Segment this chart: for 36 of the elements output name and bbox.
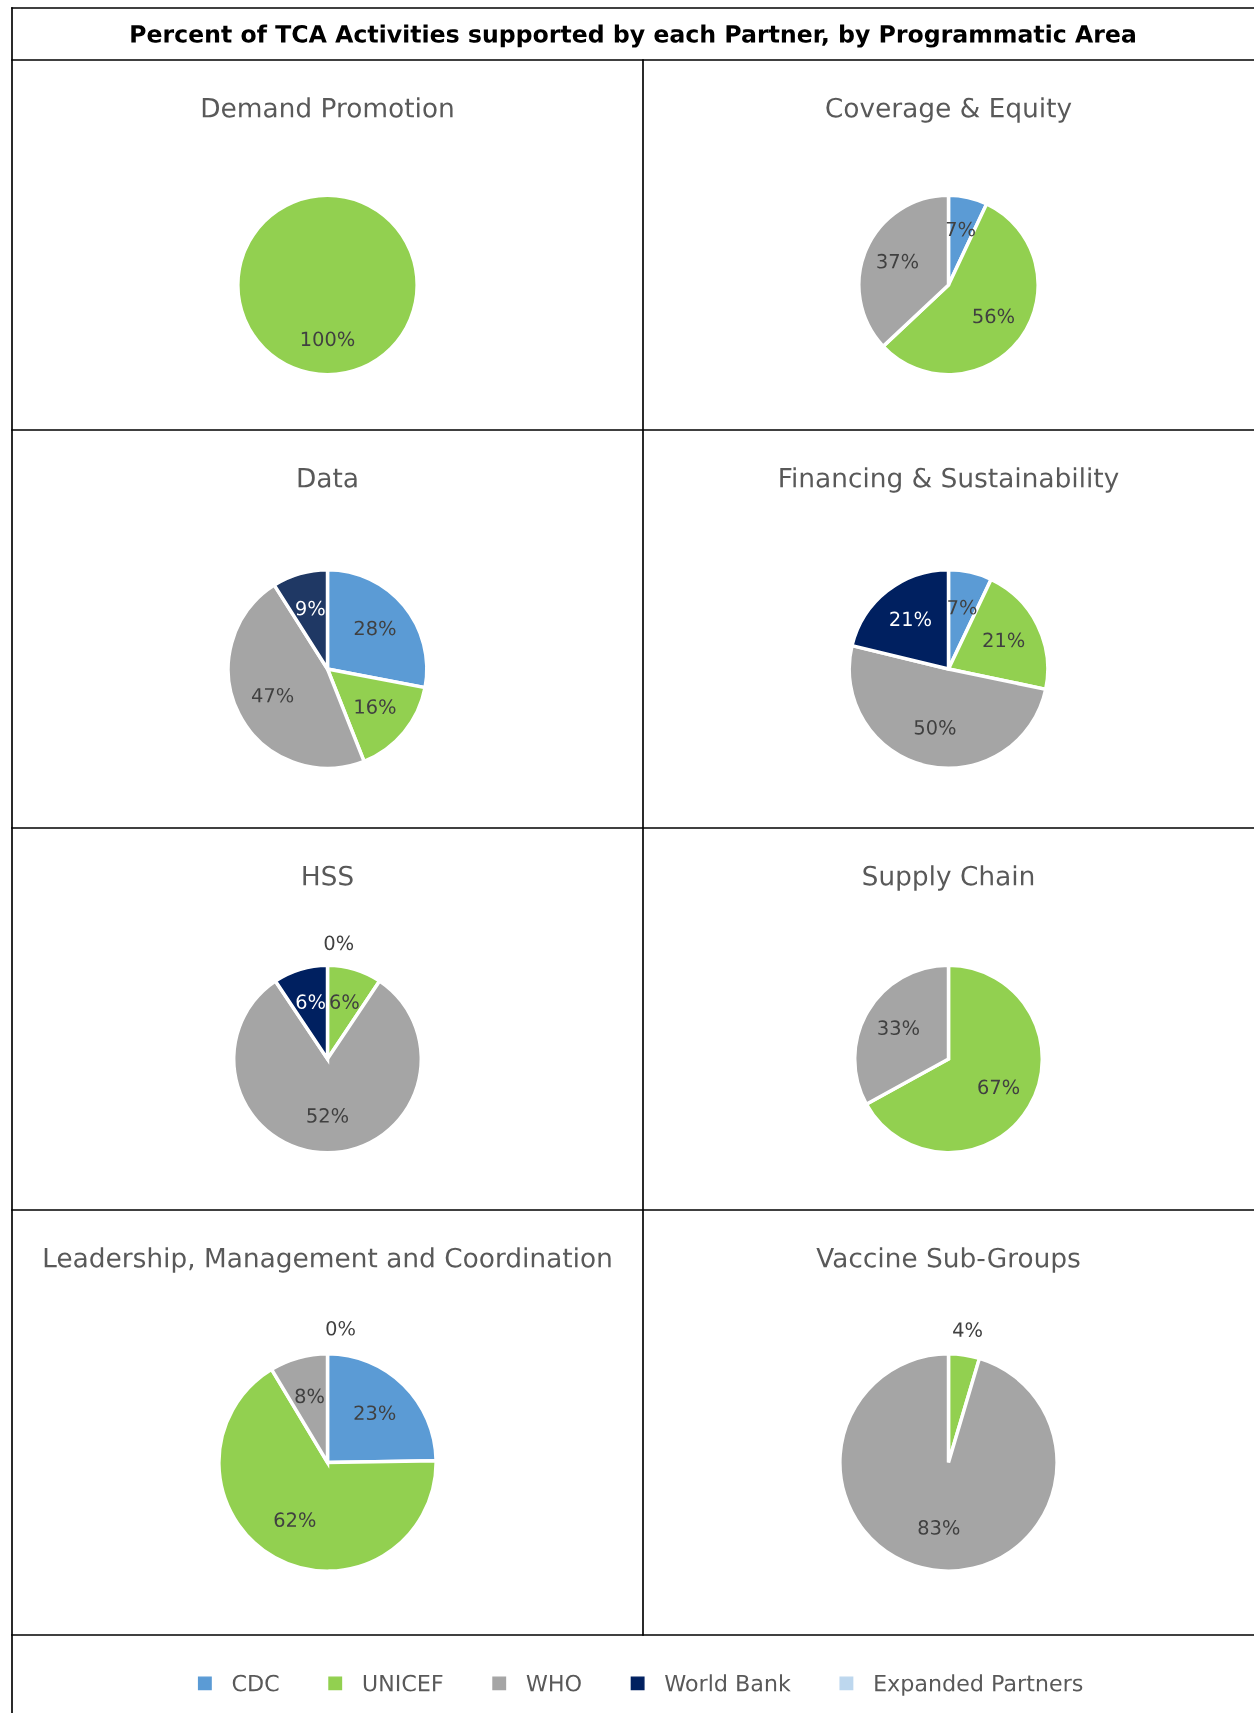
- data-label: 16%: [355, 699, 396, 714]
- legend-label: WHO: [526, 1674, 581, 1692]
- data-label: 21%: [983, 632, 1025, 648]
- data-label: 28%: [354, 620, 396, 636]
- data-label: 21%: [890, 611, 931, 627]
- text: 0%: [326, 1320, 355, 1336]
- chart-title: Leadership, Management and Coordination: [44, 1247, 611, 1273]
- data-label: 37%: [877, 253, 919, 269]
- chart-title: HSS: [303, 865, 353, 886]
- data-label: 83%: [918, 1520, 960, 1535]
- data-label: 33%: [878, 1020, 919, 1036]
- data-label: 4%: [953, 1322, 982, 1337]
- data-label: 56%: [973, 308, 1015, 324]
- legend-label: Expanded Partners: [875, 1674, 1083, 1696]
- data-label: 62%: [274, 1512, 316, 1528]
- data-label: 67%: [978, 1079, 1020, 1095]
- legend-label: UNICEF: [363, 1674, 443, 1692]
- data-label: 6%: [296, 994, 325, 1009]
- chart-title: Coverage & Equity: [826, 97, 1072, 123]
- chart-title: Demand Promotion: [202, 97, 453, 118]
- chart-title: Supply Chain: [863, 865, 1034, 891]
- text: Percent of TCA Activities supported by each Partner, by Programmatic Area: [131, 24, 1135, 48]
- data-label: 47%: [251, 687, 294, 703]
- data-label: 100%: [301, 331, 355, 347]
- chart-title: Data: [298, 468, 357, 488]
- legend-label: CDC: [232, 1674, 279, 1692]
- legend-label: World Bank: [665, 1674, 791, 1692]
- text: 0%: [324, 935, 354, 951]
- data-label: 50%: [914, 719, 956, 735]
- data-label: 6%: [330, 994, 359, 1009]
- chart-title: Vaccine Sub-Groups: [816, 1247, 1080, 1273]
- data-label: 52%: [307, 1108, 349, 1123]
- data-label: 9%: [296, 600, 325, 616]
- chart-title: Financing & Sustainability: [780, 467, 1119, 493]
- data-label: 23%: [354, 1405, 396, 1421]
- data-label: 8%: [295, 1388, 324, 1404]
